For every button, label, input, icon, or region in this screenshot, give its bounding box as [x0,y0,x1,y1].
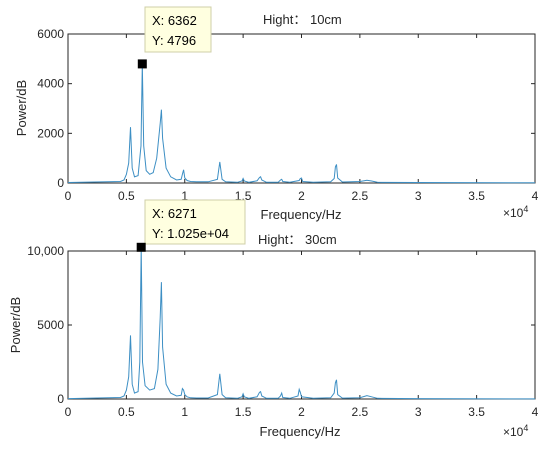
y-tick-label: 0 [57,176,64,190]
datatip-y: Y: 4796 [152,33,196,48]
x-tick-label: 4 [532,189,539,203]
x-tick-label: 0.5 [118,189,135,203]
exponent-power: 4 [523,204,528,214]
datatip-marker[interactable] [137,59,147,69]
x-tick-label: 1 [181,405,188,419]
series-line [67,247,536,400]
x-tick-label: 2 [298,189,305,203]
x-tick-label: 2.5 [352,405,369,419]
datatip[interactable]: X: 6271 Y: 1.025e+04 [136,199,246,252]
datatip-x: X: 6271 [152,206,197,221]
x-tick-labels: 0 0.5 1 1.5 2 2.5 3 3.5 4 [65,189,539,203]
y-axis-label: Power/dB [8,297,23,353]
x-tick-label: 4 [532,405,539,419]
y-tick-label: 10,000 [27,244,64,258]
x-tick-label: 2 [298,405,305,419]
y-tick-label: 2000 [37,126,64,140]
datatip-marker[interactable] [136,242,146,252]
exponent-base: ×10 [503,425,524,439]
x-tick-label: 3 [415,405,422,419]
y-tick-label: 5000 [37,318,64,332]
datatip[interactable]: X: 6362 Y: 4796 [137,6,212,69]
series-line [67,63,536,184]
y-tick-labels: 0 5000 10,000 [27,244,64,406]
y-tick-label: 0 [57,392,64,406]
x-tick-label: 1.5 [235,405,252,419]
datatip-box [144,199,246,245]
x-tick-label: 0 [65,405,72,419]
plot-area [67,33,536,184]
exponent-power: 4 [523,423,528,433]
x-axis-label: Frequency/Hz [261,207,342,222]
x-tick-label: 3.5 [468,189,485,203]
plot-area [67,250,536,400]
x-tick-labels: 0 0.5 1 1.5 2 2.5 3 3.5 4 [65,405,539,419]
x-axis-label: Frequency/Hz [260,424,341,439]
y-tick-label: 6000 [37,27,64,41]
x-tick-label: 1 [181,189,188,203]
x-tick-label: 3.5 [468,405,485,419]
x-tick-label: 2.5 [352,189,369,203]
x-axis-exponent: ×104 [503,204,528,220]
datatip-box [144,6,212,53]
exponent-base: ×10 [503,206,524,220]
chart-panel-hight-10cm: Hight： 10cm 0 0.5 1 1.5 2 2.5 3 3.5 4 0200040006… [14,6,539,222]
x-tick-label: 0 [65,189,72,203]
y-tick-labels: 0 2000 4000 6000 [37,27,64,190]
y-tick-label: 4000 [37,77,64,91]
x-axis-exponent: ×104 [503,423,528,439]
x-tick-label: 0.5 [118,405,135,419]
chart-panel-hight-30cm: Hight： 30cm 0 0.5 1 1.5 2 2.5 3 3.5 4 0 5000 10,00… [8,199,539,439]
panel-title: Hight： 10cm [263,12,342,27]
y-axis-label: Power/dB [14,80,29,136]
x-tick-label: 3 [415,189,422,203]
panel-title: Hight： 30cm [258,232,337,247]
datatip-x: X: 6362 [152,13,197,28]
datatip-y: Y: 1.025e+04 [152,226,229,241]
